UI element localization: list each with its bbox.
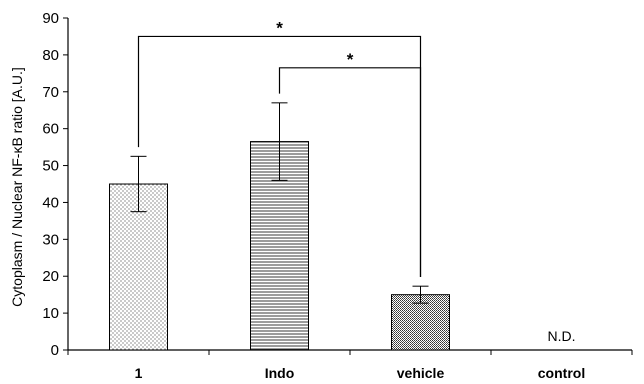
y-tick-label: 70 <box>42 84 59 101</box>
y-axis-label: Cytoplasm / Nuclear NF-κB ratio [A.U.] <box>9 67 25 307</box>
y-tick-label: 80 <box>42 47 59 64</box>
y-tick-label: 60 <box>42 121 59 138</box>
significance-bracket <box>278 67 422 277</box>
significance-star: * <box>276 18 283 37</box>
y-tick-label: 50 <box>42 158 59 175</box>
y-tick-label: 30 <box>42 231 59 248</box>
y-tick-label: 10 <box>42 305 59 322</box>
bar <box>391 294 450 351</box>
x-tick-label: Indo <box>265 365 295 381</box>
plot-area: 0 10 20 30 40 50 60 70 80 90 1 Indo vehicle control N.… <box>42 10 633 381</box>
y-tick-label: 20 <box>42 268 59 285</box>
x-tick-label: vehicle <box>397 365 445 381</box>
not-detected-label: N.D. <box>548 328 576 344</box>
x-tick-label: control <box>538 365 585 381</box>
y-tick-label: 40 <box>42 194 59 211</box>
y-tick-label: 90 <box>42 10 59 27</box>
significance-star: * <box>347 50 354 69</box>
x-tick-label: 1 <box>135 365 143 381</box>
y-tick-label: 0 <box>51 342 59 359</box>
